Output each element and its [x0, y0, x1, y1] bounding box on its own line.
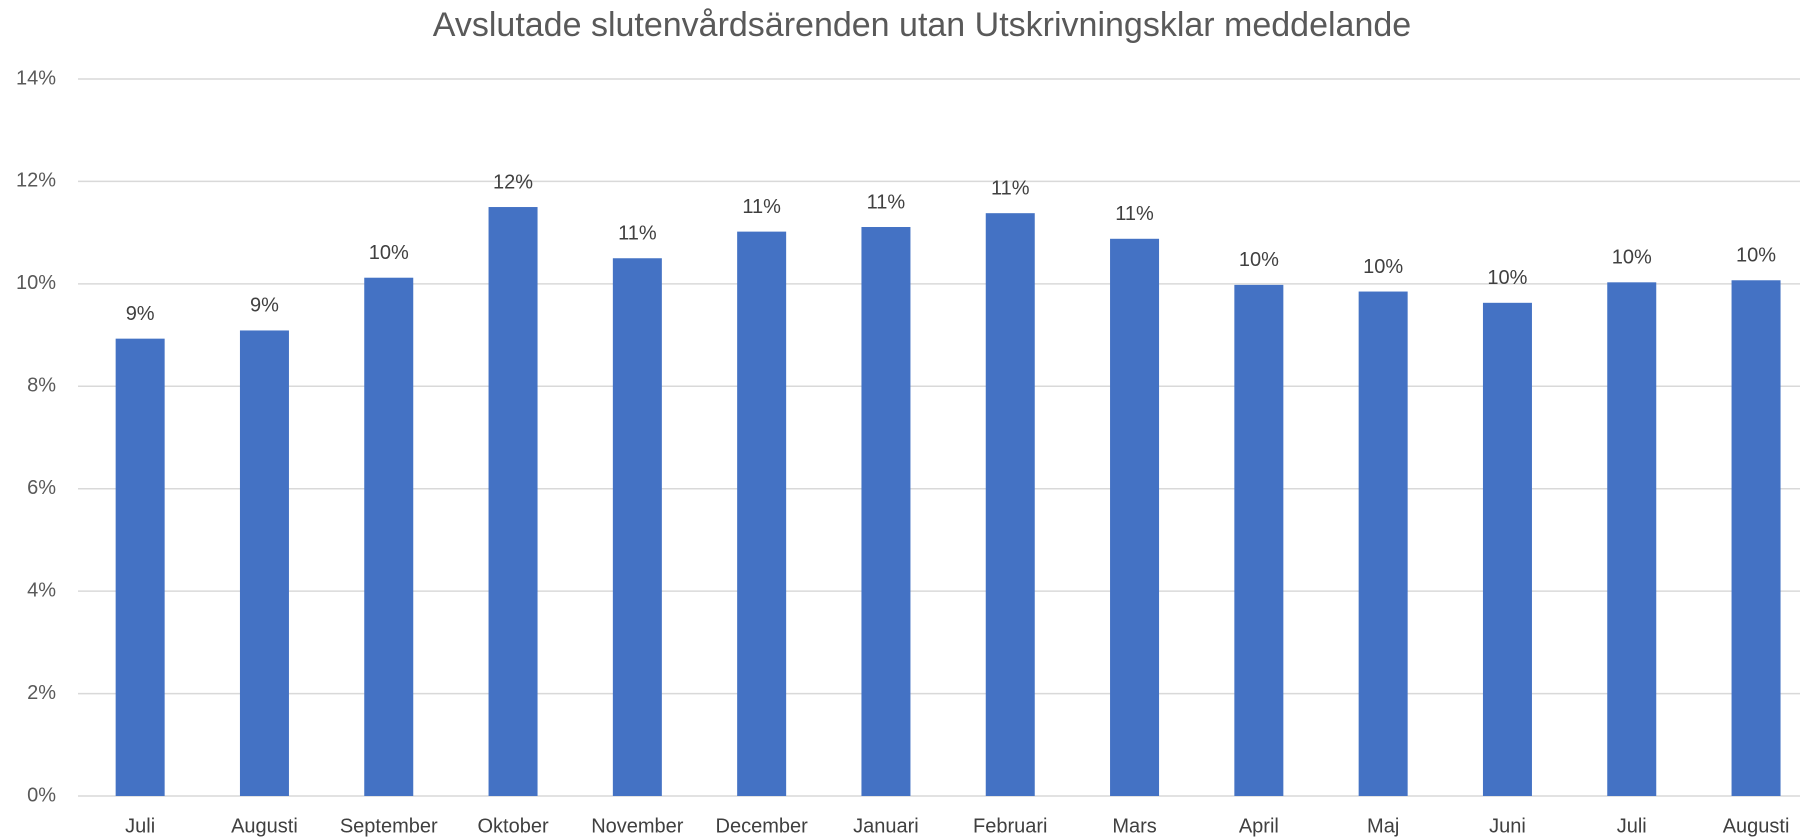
- bar: [1358, 291, 1408, 796]
- y-tick-label: 10%: [16, 272, 56, 294]
- x-tick-label: September: [340, 815, 438, 837]
- bar: [364, 277, 414, 796]
- y-tick-label: 12%: [16, 170, 56, 192]
- y-tick-label: 14%: [16, 67, 56, 89]
- bar: [1234, 284, 1284, 796]
- x-tick-label: Juli: [125, 815, 155, 837]
- x-tick-label: April: [1239, 815, 1279, 837]
- data-label: 11%: [742, 196, 781, 218]
- data-label: 11%: [867, 191, 906, 213]
- x-tick-label: Februari: [973, 815, 1047, 837]
- data-label: 9%: [126, 303, 155, 325]
- data-label: 11%: [618, 223, 657, 245]
- data-label: 11%: [1115, 203, 1154, 225]
- bar: [612, 258, 662, 796]
- x-tick-label: Mars: [1112, 815, 1156, 837]
- data-label: 11%: [991, 177, 1030, 199]
- bar: [1731, 280, 1781, 796]
- x-tick-label: Maj: [1367, 815, 1399, 837]
- y-tick-label: 2%: [27, 682, 56, 704]
- x-tick-label: Oktober: [477, 815, 548, 837]
- bar: [488, 207, 538, 797]
- bar: [737, 231, 787, 796]
- data-label: 10%: [1487, 267, 1527, 289]
- data-label: 10%: [1239, 249, 1279, 271]
- bar: [1482, 302, 1532, 796]
- bar: [239, 330, 289, 796]
- y-tick-label: 6%: [27, 477, 56, 499]
- y-tick-label: 0%: [27, 784, 56, 806]
- x-tick-label: December: [716, 815, 809, 837]
- data-label: 10%: [1736, 245, 1776, 267]
- x-tick-label: Juni: [1489, 815, 1526, 837]
- bar: [861, 227, 911, 797]
- x-tick-label: Augusti: [1723, 815, 1790, 837]
- x-tick-label: November: [591, 815, 684, 837]
- bar: [115, 338, 165, 796]
- x-tick-label: Juli: [1617, 815, 1647, 837]
- y-tick-label: 4%: [27, 579, 56, 601]
- bar: [1110, 238, 1160, 796]
- data-label: 10%: [1612, 247, 1652, 269]
- bar: [985, 213, 1035, 797]
- x-tick-label: Januari: [853, 815, 919, 837]
- y-tick-label: 8%: [27, 375, 56, 397]
- x-tick-label: Augusti: [231, 815, 298, 837]
- data-label: 9%: [250, 295, 279, 317]
- data-label: 10%: [1363, 256, 1403, 278]
- data-label: 10%: [369, 242, 409, 264]
- chart-title: Avslutade slutenvårdsärenden utan Utskri…: [433, 6, 1411, 44]
- bar: [1607, 282, 1657, 797]
- data-label: 12%: [493, 171, 533, 193]
